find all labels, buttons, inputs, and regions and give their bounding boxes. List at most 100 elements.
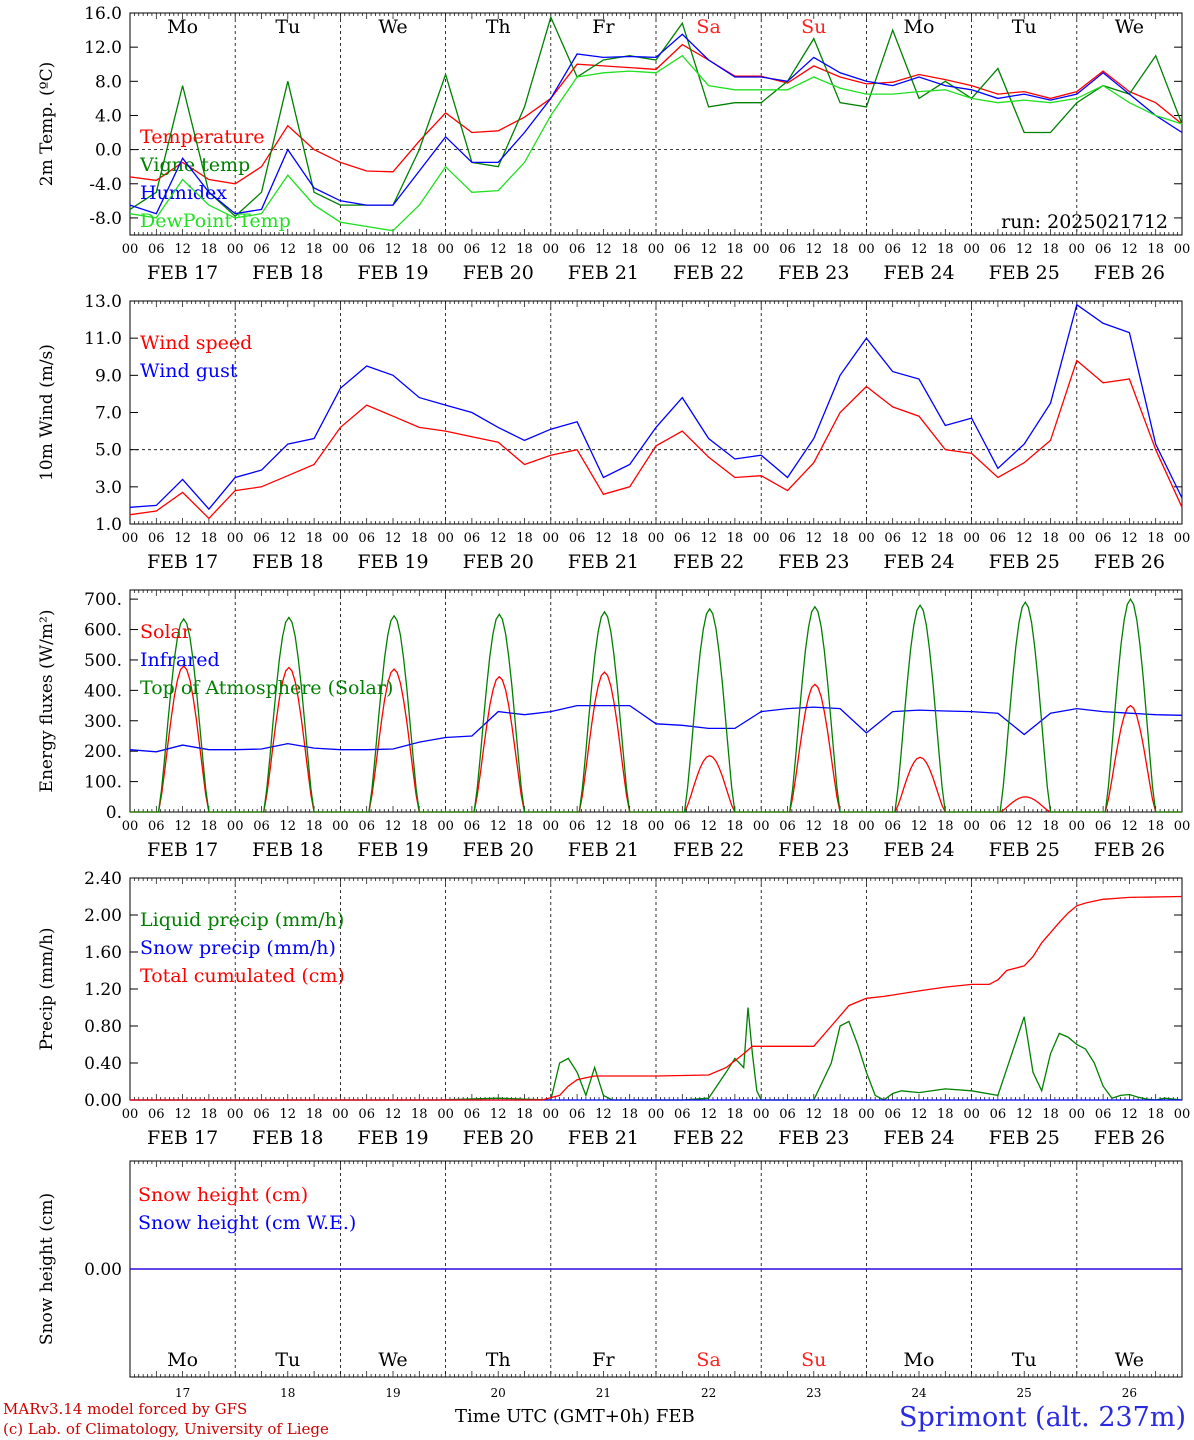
- day-number: 24: [911, 1386, 927, 1400]
- hour-label: 06: [358, 242, 375, 257]
- hour-label: 12: [1016, 1107, 1033, 1122]
- hour-label: 18: [937, 1107, 954, 1122]
- weekday-label: Mo: [904, 1349, 935, 1371]
- y-tick-label: 1.20: [84, 980, 122, 1000]
- legend-entry: Vigne temp: [139, 154, 250, 176]
- date-label: FEB 18: [252, 551, 323, 573]
- date-label: FEB 23: [778, 262, 849, 284]
- hour-label: 18: [516, 242, 533, 257]
- hour-label: 12: [806, 819, 823, 834]
- hour-label: 00: [122, 1107, 139, 1122]
- hour-label: 06: [884, 819, 901, 834]
- hour-label: 00: [122, 531, 139, 546]
- hour-label: 00: [1069, 819, 1086, 834]
- day-number: 26: [1122, 1386, 1137, 1400]
- y-axis-label: Snow height (cm): [37, 1193, 57, 1345]
- hour-label: 00: [753, 531, 770, 546]
- hour-label: 12: [911, 1107, 928, 1122]
- y-tick-label: 3.0: [95, 478, 122, 498]
- hour-label: 18: [411, 242, 428, 257]
- hour-label: 12: [595, 819, 612, 834]
- weekday-label: Sa: [696, 16, 720, 38]
- hour-label: 00: [437, 531, 454, 546]
- hour-label: 18: [937, 531, 954, 546]
- station-name: Sprimont (alt. 237m): [899, 1402, 1186, 1433]
- y-tick-label: 0.40: [84, 1054, 122, 1074]
- y-axis-label: 10m Wind (m/s): [37, 344, 57, 481]
- legend-entry: Solar: [140, 621, 192, 643]
- hour-label: 06: [253, 242, 270, 257]
- hour-label: 06: [779, 819, 796, 834]
- hour-label: 00: [543, 819, 560, 834]
- hour-label: 12: [911, 531, 928, 546]
- day-number: 20: [491, 1386, 506, 1400]
- date-label: FEB 20: [463, 839, 534, 861]
- hour-label: 18: [411, 531, 428, 546]
- hour-label: 18: [727, 1107, 744, 1122]
- hour-label: 06: [569, 1107, 586, 1122]
- weekday-label: Th: [486, 1349, 511, 1371]
- hour-label: 12: [806, 1107, 823, 1122]
- date-label: FEB 25: [989, 839, 1060, 861]
- hour-label: 18: [832, 242, 849, 257]
- date-label: FEB 22: [673, 262, 744, 284]
- day-number: 25: [1017, 1386, 1032, 1400]
- hour-label: 06: [990, 819, 1007, 834]
- hour-label: 12: [385, 1107, 402, 1122]
- hour-label: 18: [306, 242, 323, 257]
- weekday-label: Tu: [275, 16, 300, 38]
- hour-label: 18: [411, 1107, 428, 1122]
- day-number: 21: [596, 1386, 611, 1400]
- hour-label: 18: [621, 819, 638, 834]
- date-label: FEB 18: [252, 1127, 323, 1149]
- hour-label: 00: [543, 242, 560, 257]
- hour-label: 06: [1095, 1107, 1112, 1122]
- day-number: 22: [701, 1386, 716, 1400]
- hour-label: 12: [700, 1107, 717, 1122]
- hour-label: 18: [727, 242, 744, 257]
- y-tick-label: 12.0: [84, 38, 122, 58]
- date-label: FEB 24: [883, 1127, 954, 1149]
- hour-label: 12: [595, 1107, 612, 1122]
- hour-label: 00: [332, 531, 349, 546]
- hour-label: 06: [358, 531, 375, 546]
- series-line-total-cumulated-cm-: [130, 895, 1183, 1101]
- hour-label: 12: [385, 819, 402, 834]
- weekday-label: Fr: [592, 1349, 615, 1371]
- date-label: FEB 25: [989, 1127, 1060, 1149]
- legend-entry: Temperature: [140, 126, 264, 148]
- hour-label: 18: [1147, 531, 1164, 546]
- hour-label: 18: [621, 1107, 638, 1122]
- y-tick-label: 0.: [106, 803, 122, 823]
- hour-label: 18: [832, 531, 849, 546]
- hour-label: 06: [884, 242, 901, 257]
- date-label: FEB 26: [1094, 839, 1165, 861]
- y-tick-label: -4.0: [89, 175, 122, 195]
- hour-label: 12: [1121, 1107, 1138, 1122]
- hour-label: 00: [648, 242, 665, 257]
- hour-label: 00: [1174, 1107, 1191, 1122]
- hour-label: 18: [937, 819, 954, 834]
- hour-label: 00: [963, 531, 980, 546]
- hour-label: 18: [201, 531, 218, 546]
- y-tick-label: 8.0: [95, 72, 122, 92]
- hour-label: 06: [253, 531, 270, 546]
- date-label: FEB 18: [252, 839, 323, 861]
- y-tick-label: 13.0: [84, 292, 122, 312]
- hour-label: 18: [1042, 1107, 1059, 1122]
- hour-label: 06: [464, 1107, 481, 1122]
- hour-label: 06: [674, 242, 691, 257]
- hour-label: 06: [779, 242, 796, 257]
- time-axis-label: Time UTC (GMT+0h) FEB: [455, 1406, 695, 1427]
- date-label: FEB 20: [463, 1127, 534, 1149]
- y-tick-label: 1.60: [84, 943, 122, 963]
- date-label: FEB 17: [147, 551, 218, 573]
- plot-frame-2: [129, 300, 1183, 525]
- hour-label: 00: [753, 819, 770, 834]
- hour-label: 18: [201, 819, 218, 834]
- hour-label: 12: [700, 819, 717, 834]
- hour-label: 12: [911, 819, 928, 834]
- hour-label: 06: [779, 531, 796, 546]
- series-line-wind-speed: [129, 359, 1183, 520]
